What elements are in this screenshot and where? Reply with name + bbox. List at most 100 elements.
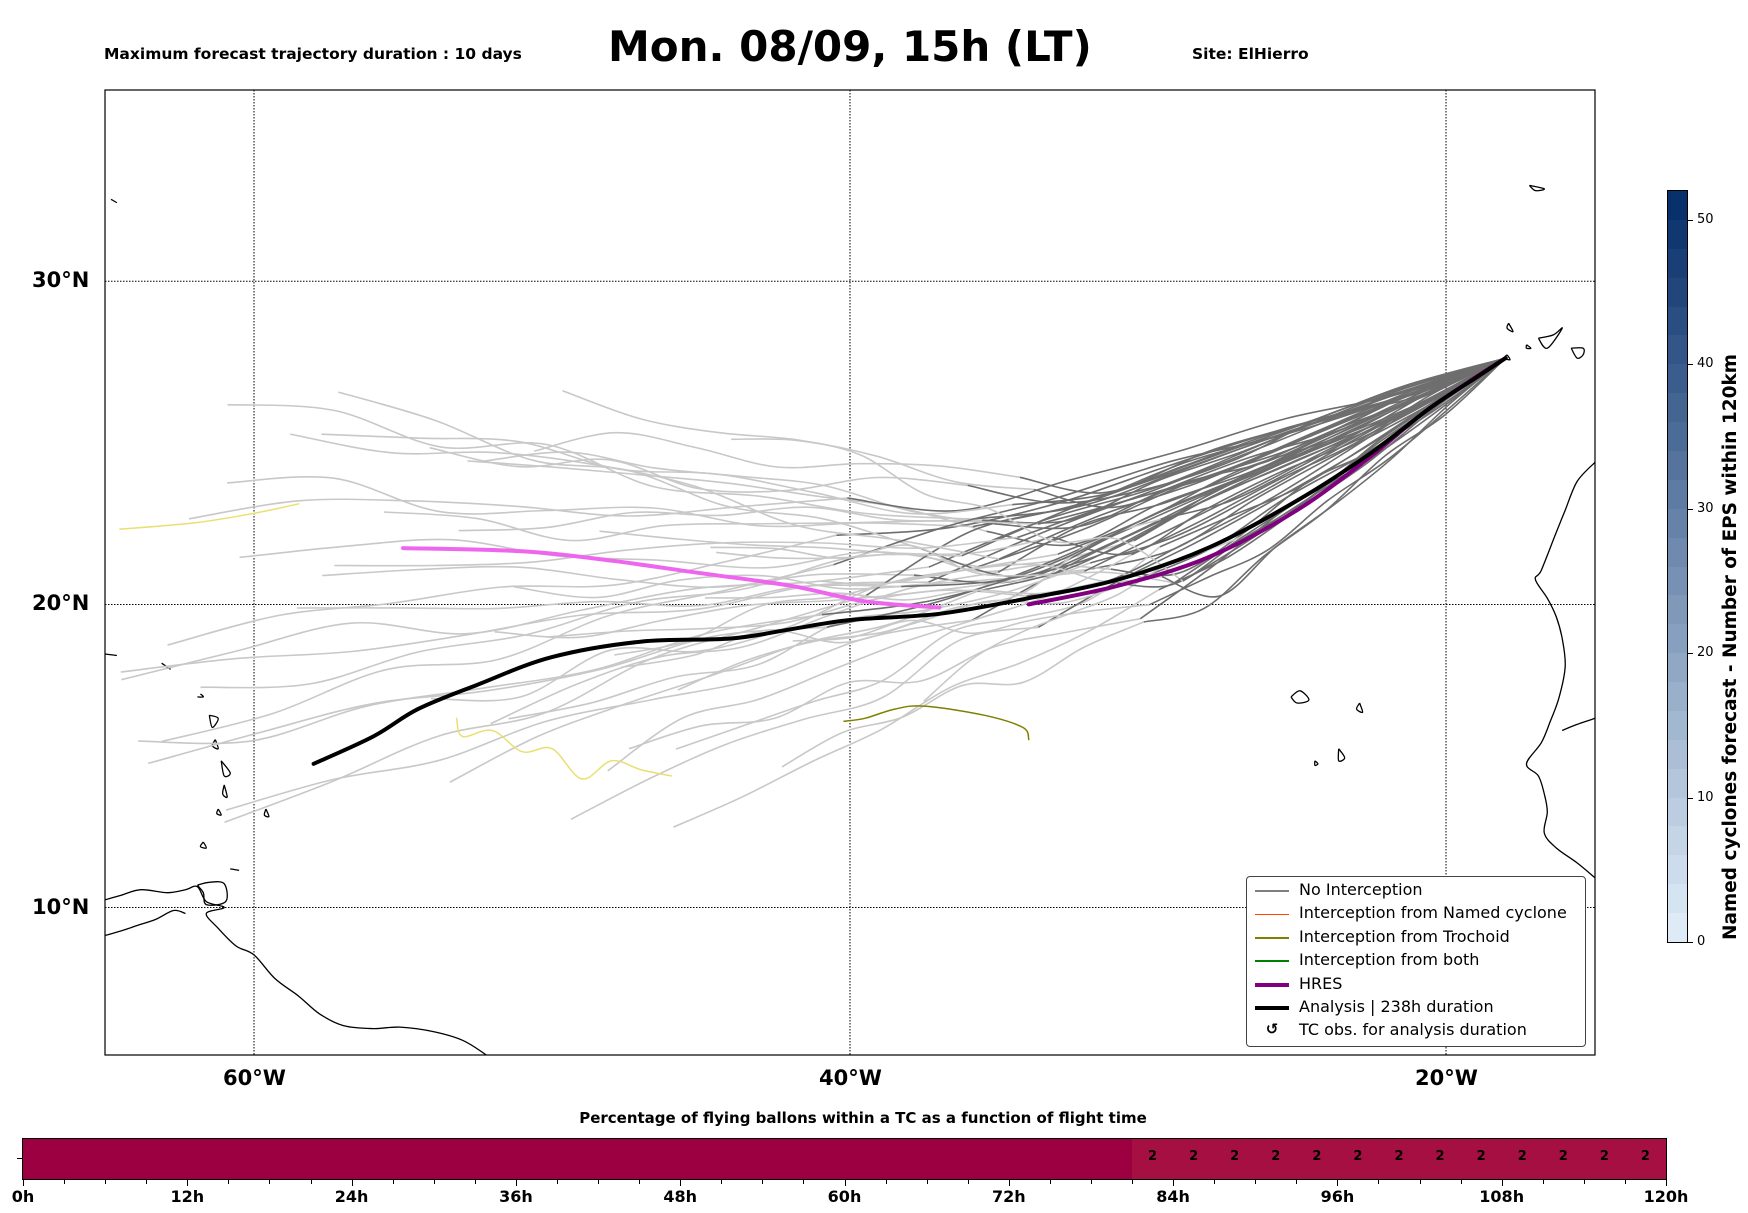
colorbar (1667, 190, 1688, 943)
coastline (230, 868, 240, 871)
timeline-tick (228, 1179, 230, 1184)
ensemble-trajectory (1033, 357, 1506, 509)
timeline-tick (1296, 1179, 1298, 1184)
lon-label: 20°W (1415, 1066, 1478, 1090)
ensemble-trajectory-late (731, 438, 1184, 582)
timeline-tick (23, 1179, 24, 1186)
ensemble-trajectory (1019, 357, 1506, 494)
coastline (197, 693, 204, 698)
timeline-tick (351, 1179, 353, 1186)
timeline-tick-label: 72h (991, 1187, 1026, 1206)
legend-item: HRES (1247, 973, 1585, 996)
ensemble-trajectory-late (483, 451, 995, 525)
ensemble-trajectory-late (167, 534, 837, 646)
timeline-cell-value: 2 (1394, 1149, 1404, 1164)
ensemble-trajectory (1148, 357, 1507, 606)
lon-label: 60°W (223, 1066, 286, 1090)
colorbar-tick (1688, 797, 1693, 799)
lat-label: 10°N (32, 894, 90, 919)
timeline-tick-label: 0h (11, 1187, 35, 1206)
timeline-tick-label: 84h (1156, 1187, 1190, 1206)
colorbar-segment (1668, 797, 1687, 827)
timeline-cell-value: 2 (1640, 1149, 1650, 1164)
ensemble-trajectory (1012, 357, 1506, 506)
coastline (216, 808, 222, 816)
ensemble-trajectory-late (547, 589, 1027, 638)
colorbar-segment (1668, 479, 1687, 509)
timeline-tick (926, 1179, 928, 1184)
colorbar-segment (1668, 854, 1687, 885)
timeline-tick (844, 1179, 846, 1186)
ensemble-trajectory-late (458, 506, 983, 532)
legend-line-swatch (1255, 890, 1289, 892)
info-site: Site: ElHierro (1192, 45, 1309, 63)
timeline-tick (680, 1179, 682, 1186)
ensemble-trajectory (997, 357, 1506, 573)
ensemble-trajectory (1057, 357, 1506, 555)
ensemble-trajectory-late (710, 544, 1175, 584)
hres-trajectory-late (401, 546, 942, 610)
page-title: Mon. 08/09, 15h (LT) (608, 22, 1092, 71)
colorbar-tick-label: 10 (1697, 789, 1714, 805)
legend-line-swatch (1255, 982, 1289, 987)
coastline (199, 841, 207, 849)
coastline (1525, 461, 1595, 879)
timeline-tick (64, 1179, 66, 1184)
coastline (1355, 702, 1364, 714)
ensemble-trajectory-late (494, 570, 1085, 639)
timeline-bar: 2 2 2 2 2 2 2 2 2 2 2 2 2 (22, 1138, 1667, 1180)
ensemble-trajectory-late (200, 553, 962, 689)
ensemble-trajectory-late (449, 590, 978, 783)
colorbar-segment (1668, 363, 1687, 394)
timeline-tick (146, 1179, 148, 1184)
timeline-tick-label: 120h (1643, 1187, 1689, 1206)
timeline-tick-label: 24h (334, 1187, 369, 1206)
timeline-segment (23, 1139, 1133, 1179)
timeline-cell-value: 2 (1312, 1149, 1322, 1164)
timeline-y-tick (17, 1158, 22, 1159)
colorbar-segment (1668, 912, 1687, 942)
timeline-tick (1419, 1179, 1421, 1184)
ensemble-trajectory-late (534, 431, 1021, 479)
timeline-tick (1583, 1179, 1585, 1184)
legend-label: No Interception (1299, 880, 1423, 899)
coastline (1290, 690, 1310, 704)
colorbar-segment (1668, 739, 1687, 769)
colorbar-segment (1668, 566, 1687, 596)
colorbar-segment (1668, 190, 1687, 220)
timeline-tick (721, 1179, 723, 1184)
ensemble-trajectory-late (781, 621, 1145, 768)
legend-label: Interception from both (1299, 950, 1480, 970)
coastline (1525, 344, 1532, 350)
param-max-duration: Maximum forecast trajectory duration : 1… (104, 45, 522, 63)
colorbar-segment (1668, 219, 1687, 249)
lon-label: 40°W (819, 1066, 882, 1090)
legend-item: Analysis | 238h duration (1247, 996, 1585, 1019)
colorbar-segment (1668, 594, 1687, 625)
ensemble-trajectory-late (508, 562, 1091, 720)
timeline-tick-label: 48h (663, 1187, 698, 1206)
timeline-tick (1624, 1179, 1626, 1184)
legend-label: Interception from Named cyclone (1299, 903, 1567, 923)
trochoid-trajectory (843, 705, 1030, 741)
timeline-tick (1666, 1179, 1667, 1186)
timeline-tick-label: 108h (1479, 1187, 1525, 1206)
ensemble-trajectory-late (224, 595, 866, 823)
tc-obs-marker-icon: ↺ (1265, 1020, 1279, 1039)
timeline-tick (269, 1179, 271, 1184)
ensemble-trajectory-late (429, 446, 968, 493)
colorbar-segment (1668, 537, 1687, 567)
timeline-tick (556, 1179, 558, 1184)
ensemble-trajectory (1161, 357, 1507, 598)
timeline-cell-value: 2 (1476, 1149, 1486, 1164)
coastline (105, 653, 117, 657)
ensemble-trajectory-late (161, 563, 834, 743)
colorbar-segment (1668, 768, 1687, 798)
coastlines (105, 184, 1595, 1055)
timeline-tick-label: 12h (170, 1187, 205, 1206)
colorbar-segment (1668, 334, 1687, 365)
colorbar-segment (1668, 421, 1687, 451)
ensemble-trajectory-late (620, 578, 1138, 669)
timeline-tick (1460, 1179, 1462, 1184)
ensemble-trajectory (961, 357, 1506, 557)
